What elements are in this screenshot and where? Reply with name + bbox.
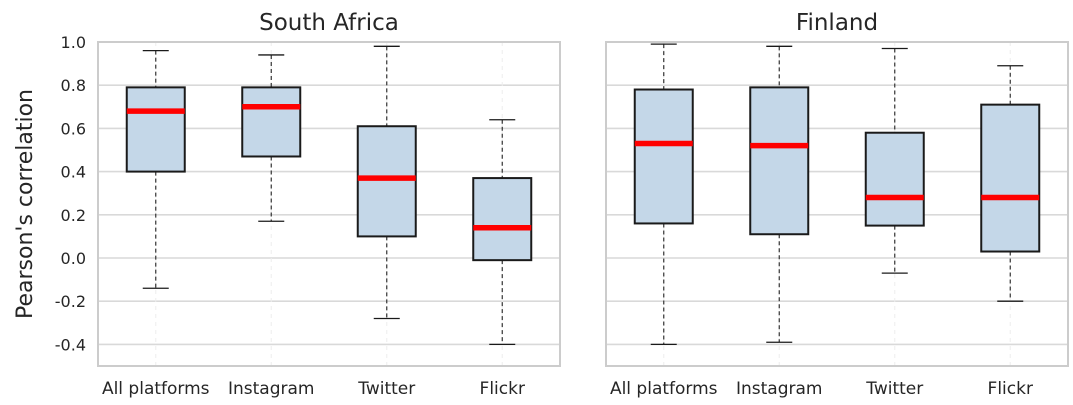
x-tick-label: All platforms [102, 379, 210, 399]
x-tick-label: Flickr [988, 379, 1033, 399]
x-tick-label: Instagram [228, 379, 315, 399]
panel-title: Finland [796, 10, 878, 36]
x-tick-label: Twitter [865, 379, 923, 399]
y-tick-label: 0.2 [61, 206, 86, 225]
y-tick-label: 0.8 [61, 76, 86, 95]
iqr-box [472, 177, 533, 262]
panel-frame [605, 41, 1069, 367]
x-tick-label: Instagram [736, 379, 823, 399]
y-axis-label: Pearson's correlation [13, 89, 38, 319]
y-tick-label: 0.4 [61, 163, 86, 182]
y-tick-label: -0.4 [55, 335, 86, 354]
y-tick-label: 0.6 [61, 119, 86, 138]
iqr-box [749, 86, 810, 236]
panel-title: South Africa [259, 10, 399, 36]
y-tick-label: 0.0 [61, 249, 86, 268]
iqr-box [633, 88, 694, 225]
iqr-box [241, 86, 302, 158]
iqr-box [125, 86, 186, 173]
x-tick-label: All platforms [610, 379, 718, 399]
panel-frame [97, 41, 561, 367]
x-tick-label: Flickr [480, 379, 525, 399]
iqr-box [356, 125, 417, 238]
iqr-box [864, 131, 925, 227]
y-tick-label: 1.0 [61, 33, 86, 52]
y-tick-label: -0.2 [55, 292, 86, 311]
iqr-box [980, 103, 1041, 253]
x-tick-label: Twitter [357, 379, 415, 399]
